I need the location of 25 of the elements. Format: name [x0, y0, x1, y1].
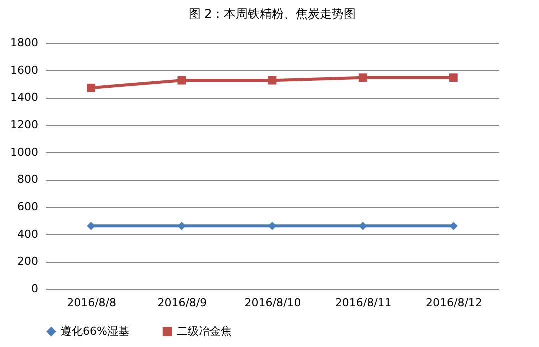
- point: [268, 76, 277, 85]
- y-tick-label: 1600: [10, 64, 38, 77]
- y-tick-label: 0: [32, 282, 38, 296]
- y-tick-label: 800: [18, 173, 38, 186]
- y-tick-label: 1400: [10, 91, 38, 104]
- x-tick-label: 2016/8/9: [158, 296, 208, 310]
- point: [87, 84, 96, 92]
- y-tick-label: 1200: [10, 118, 38, 132]
- point: [178, 76, 186, 85]
- legend-label: 遵化66%湿基: [61, 324, 130, 338]
- x-tick-label: 2016/8/12: [426, 296, 482, 310]
- point: [450, 222, 458, 230]
- y-tick-label: 600: [18, 200, 38, 214]
- y-tick-label: 1800: [10, 36, 38, 50]
- x-tick-label: 2016/8/8: [67, 296, 117, 310]
- y-tick-label: 1000: [10, 146, 38, 159]
- y-tick-label: 400: [18, 228, 38, 241]
- x-tick-label: 2016/8/11: [335, 296, 392, 310]
- chart-title: 图 2：本周铁精粉、焦炭走势图: [188, 7, 356, 21]
- legend-label: 二级冶金焦: [177, 324, 232, 338]
- point: [450, 74, 458, 82]
- y-tick-label: 200: [18, 255, 38, 268]
- point: [87, 222, 96, 230]
- point: [358, 74, 368, 82]
- x-tick-label: 2016/8/10: [244, 296, 302, 310]
